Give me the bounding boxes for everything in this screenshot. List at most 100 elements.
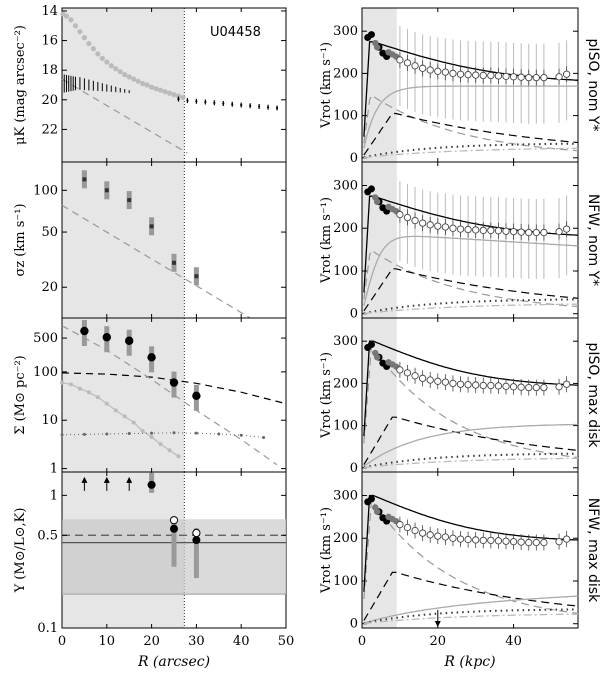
gas-density-point [122, 414, 127, 419]
profile-point [135, 78, 141, 84]
total-model-curve [363, 340, 578, 437]
outer-point [249, 104, 252, 107]
density-point [192, 391, 201, 400]
outer-point [240, 103, 243, 107]
right-panel-1: 0 100 200 300 Vrot (km s⁻¹) pISO, nom Υ* [319, 7, 600, 166]
x-tick-label: 0 [58, 634, 66, 649]
y-tick-label: 1 [50, 462, 58, 477]
inner-region-shade [362, 8, 397, 162]
rc-open-point [403, 213, 412, 222]
rc-open-point [494, 537, 503, 545]
y-axis-label: Vrot (km s⁻¹) [319, 197, 334, 284]
gas-disk-curve [363, 416, 579, 465]
profile-point [72, 23, 79, 29]
inner-region-shade-1 [62, 162, 185, 318]
rc-open-point [441, 533, 450, 541]
mtl-errorbar [171, 516, 177, 567]
radius-arrowhead [434, 621, 441, 627]
gas-disk-curve [363, 571, 579, 621]
profile-point [99, 55, 105, 61]
profile-point [81, 35, 87, 41]
outer-point [231, 103, 234, 106]
y-axis-label: Vrot (km s⁻¹) [319, 42, 334, 129]
y-tick-label: 200 [333, 66, 358, 81]
dispersion-point [127, 198, 132, 203]
y-tick-label: 100 [33, 365, 58, 380]
rc-open-point [464, 381, 472, 389]
y-tick-label: 14 [41, 4, 58, 19]
inner-region-shade-2 [62, 318, 185, 472]
density-point [80, 326, 89, 336]
rc-open-point [441, 223, 450, 231]
rc-open-point [562, 535, 571, 543]
profile-point [153, 86, 159, 92]
profile-point [90, 46, 96, 52]
outer-point [222, 102, 225, 105]
rc-open-point [532, 73, 540, 82]
rc-open-point [472, 536, 480, 544]
rc-grey-point [373, 508, 381, 515]
rc-open-point [555, 383, 563, 391]
rc-filled-point [367, 495, 375, 503]
y-tick-label: 200 [333, 531, 358, 546]
rc-open-point [449, 379, 457, 388]
rc-open-point [502, 227, 510, 235]
left-panel-1: 14 16 18 20 22 μK (mag arcsec⁻²) [13, 4, 287, 163]
hi-density-point [194, 431, 198, 435]
y-tick-label: 50 [41, 225, 58, 240]
profile-point [117, 69, 123, 75]
halo-curve [363, 235, 579, 306]
rc-open-point [472, 226, 480, 234]
mass-to-light-band-outer [184, 519, 286, 595]
model-label: NFW, nom Υ* [585, 194, 600, 286]
x-tick-label: 0 [358, 634, 366, 649]
stellar-disk-curve [363, 343, 579, 459]
gas-density-point [86, 390, 91, 395]
rc-open-point [396, 56, 404, 64]
x-tick-label: 40 [505, 634, 522, 649]
density-point [102, 333, 112, 342]
profile-point [144, 82, 150, 88]
gas-density-point [149, 434, 154, 439]
profile-point [86, 40, 92, 47]
y-tick-label: 100 [333, 264, 358, 279]
inner-region-shade-0 [62, 8, 185, 162]
mtl-open-point [169, 516, 179, 525]
mtl-point [192, 536, 201, 545]
bulge-curve [363, 303, 579, 315]
rc-open-point [396, 366, 404, 374]
rc-open-point [517, 383, 525, 391]
rc-open-point [494, 382, 503, 390]
rc-open-point [509, 228, 518, 236]
gas-density-point [77, 386, 82, 391]
rc-open-point [464, 71, 472, 79]
y-tick-label: 20 [41, 93, 58, 108]
rc-open-point [411, 526, 419, 535]
gas-density-point [131, 420, 136, 425]
right-panel-3: 0 100 200 300 Vrot (km s⁻¹) pISO, max disk [319, 317, 600, 476]
rc-open-point [494, 227, 503, 235]
rc-open-point [517, 228, 525, 236]
y-tick-label: 18 [41, 63, 58, 78]
outer-point [186, 99, 189, 102]
x-tick-label: 40 [233, 634, 250, 649]
rc-open-point [555, 538, 563, 546]
y-tick-label: 0.1 [37, 621, 58, 636]
rc-open-point [479, 536, 487, 545]
rc-open-point [418, 219, 427, 227]
outer-point [266, 106, 270, 109]
x-tick-label: 20 [143, 634, 160, 649]
right-panel-2: 0 100 200 300 Vrot (km s⁻¹) NFW, nom Υ* [319, 161, 600, 322]
rc-open-point [434, 532, 442, 540]
inner-region-shade [362, 472, 397, 628]
y-tick-label: 20 [41, 280, 58, 295]
y-axis-label: Σ (M⊙ pc⁻²) [13, 355, 28, 434]
profile-point [157, 87, 164, 93]
rc-grey-point [373, 198, 381, 205]
dispersion-point [149, 224, 154, 229]
y-axis-label: Vrot (km s⁻¹) [319, 507, 334, 594]
rc-open-point [502, 537, 510, 545]
outer-point [195, 100, 198, 103]
